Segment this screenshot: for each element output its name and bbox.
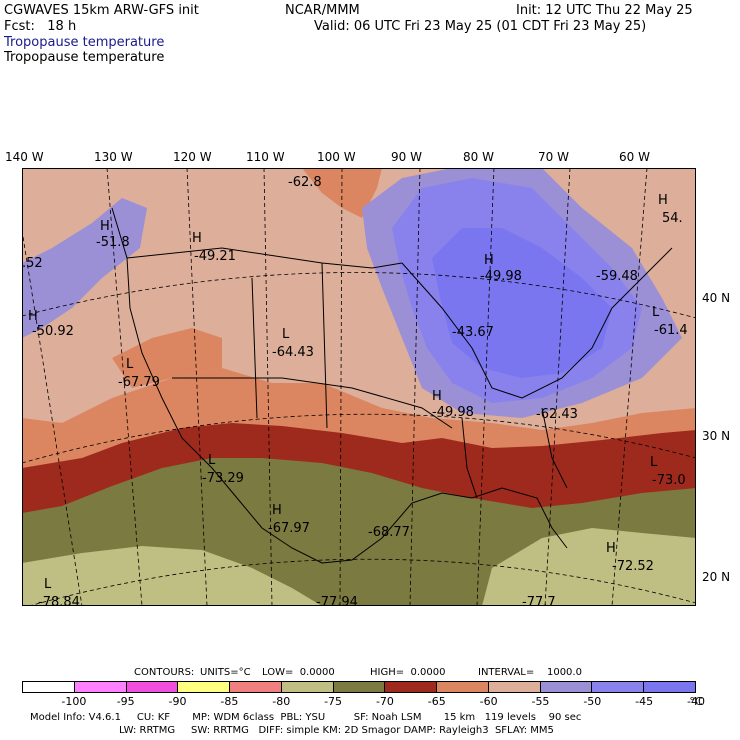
extremum-letter: L (650, 455, 658, 470)
band-minus65-minus60-west (112, 328, 222, 388)
lat-label-40n: 40 N (702, 291, 731, 305)
extremum-letter: H (432, 389, 442, 404)
lon-label-70w: 70 W (538, 150, 569, 164)
extremum-value: -49.21 (194, 249, 236, 264)
color-scale-tick-label: -85 (220, 695, 239, 708)
color-scale-tick-label: -95 (116, 695, 135, 708)
color-scale-tick-label: -65 (427, 695, 446, 708)
color-scale-cell (488, 682, 541, 692)
extremum-value: -64.43 (272, 345, 314, 360)
band-below-minus75-east (482, 528, 696, 606)
extremum-value: -62.43 (536, 407, 578, 422)
color-scale-cell (592, 682, 645, 692)
model-title: CGWAVES 15km ARW-GFS init (4, 3, 199, 18)
color-scale-cell (23, 682, 75, 692)
extremum-value: -78.84 (38, 595, 80, 606)
extremum-letter: L (44, 577, 52, 592)
lon-label-80w: 80 W (463, 150, 494, 164)
extremum-value: -72.52 (612, 559, 654, 574)
color-scale-cell (333, 682, 386, 692)
extremum-value: -62.8 (288, 175, 322, 190)
units-label: UNITS=°C (200, 667, 251, 678)
extremum-value: -73.0 (652, 473, 686, 488)
extremum-value: -77.94 (316, 595, 358, 606)
coastlines-borders (111, 207, 673, 564)
band-minus55-minus50-west (22, 198, 147, 338)
extremum-letter: H (606, 541, 616, 556)
lon-label-120w: 120 W (173, 150, 212, 164)
color-scale-cell (178, 682, 231, 692)
extremum-letter: H (658, 193, 668, 208)
extremum-letter: L (652, 305, 660, 320)
color-scale-tick-label: -45 (635, 695, 654, 708)
extremum-value: -73.29 (202, 471, 244, 486)
interval-label: INTERVAL= 1000.0 (478, 667, 582, 678)
color-scale-tick-label: -70 (375, 695, 394, 708)
color-scale-cell (230, 682, 282, 692)
field-title-secondary: Tropopause temperature (4, 50, 165, 65)
field-title-primary: Tropopause temperature (4, 35, 165, 50)
color-scale-tick-label: -75 (324, 695, 343, 708)
extremum-value: -59.48 (596, 269, 638, 284)
lon-label-140w: 140 W (5, 150, 44, 164)
extremum-letter: L (282, 327, 290, 342)
graticule (22, 168, 696, 606)
model-info-line-1: Model Info: V4.6.1 CU: KF MP: WDM 6class… (30, 712, 582, 723)
extremum-letter: L (126, 357, 134, 372)
extremum-value: -49.98 (480, 269, 522, 284)
tropopause-temperature-map: H -51.8 .52 H -50.92 H -49.21 -62.8 L -6… (22, 168, 696, 606)
band-minus45-minus40 (432, 228, 612, 378)
init-time: Init: 12 UTC Thu 22 May 25 (516, 3, 693, 18)
color-scale-cell (385, 682, 438, 692)
extremum-letter: H (484, 253, 494, 268)
model-info-line-2: LW: RRTMG SW: RRTMG DIFF: simple KM: 2D … (30, 725, 554, 736)
lon-label-100w: 100 W (317, 150, 356, 164)
color-scale-cell (437, 682, 489, 692)
color-scale-tick-label: -90 (168, 695, 187, 708)
extremum-value: -67.97 (268, 521, 310, 536)
extremum-letter: L (208, 453, 216, 468)
forecast-hour: Fcst: 18 h (4, 19, 77, 34)
extremum-value: -50.92 (32, 324, 74, 339)
extremum-value: -43.67 (452, 325, 494, 340)
valid-time: Valid: 06 UTC Fri 23 May 25 (01 CDT Fri … (314, 19, 647, 34)
color-scale-tick-label: -80 (272, 695, 291, 708)
extremum-value: -68.77 (368, 525, 410, 540)
extremum-letter: H (100, 219, 110, 234)
extremum-value: -51.8 (96, 235, 130, 250)
extremum-value: -49.98 (432, 405, 474, 420)
extremum-value: 54. (662, 211, 683, 226)
color-scale-tick-label: -55 (531, 695, 550, 708)
lon-label-110w: 110 W (246, 150, 285, 164)
extremum-letter: H (192, 231, 202, 246)
lon-label-130w: 130 W (94, 150, 133, 164)
band-below-minus75 (22, 546, 322, 606)
extremum-letter: H (28, 309, 38, 324)
extremum-value: -67.79 (118, 375, 160, 390)
color-scale-tick-label: -100 (61, 695, 87, 708)
color-scale-bar (22, 681, 696, 693)
color-scale-cell (540, 682, 593, 692)
lon-label-60w: 60 W (619, 150, 650, 164)
lat-label-20n: 20 N (702, 570, 731, 584)
high-label: HIGH= 0.0000 (370, 667, 446, 678)
color-scale-cell (74, 682, 127, 692)
color-scale-cell (281, 682, 334, 692)
extremum-value: -77.7 (522, 595, 556, 606)
contours-label: CONTOURS: (134, 667, 195, 678)
low-label: LOW= 0.0000 (262, 667, 335, 678)
extremum-letter: H (272, 503, 282, 518)
lon-label-90w: 90 W (391, 150, 422, 164)
color-scale-tick-label: -60 (479, 695, 498, 708)
lat-label-30n: 30 N (702, 429, 731, 443)
color-scale-cell (644, 682, 695, 692)
color-scale-cell (126, 682, 179, 692)
extremum-value: -61.4 (654, 323, 688, 338)
map-frame (22, 168, 696, 606)
color-scale-tick-label: °C (689, 695, 703, 708)
extremum-value: .52 (22, 256, 43, 271)
color-scale-tick-label: -50 (583, 695, 602, 708)
organization-label: NCAR/MMM (285, 3, 360, 18)
color-scale-tick-label: -40 (687, 695, 705, 708)
